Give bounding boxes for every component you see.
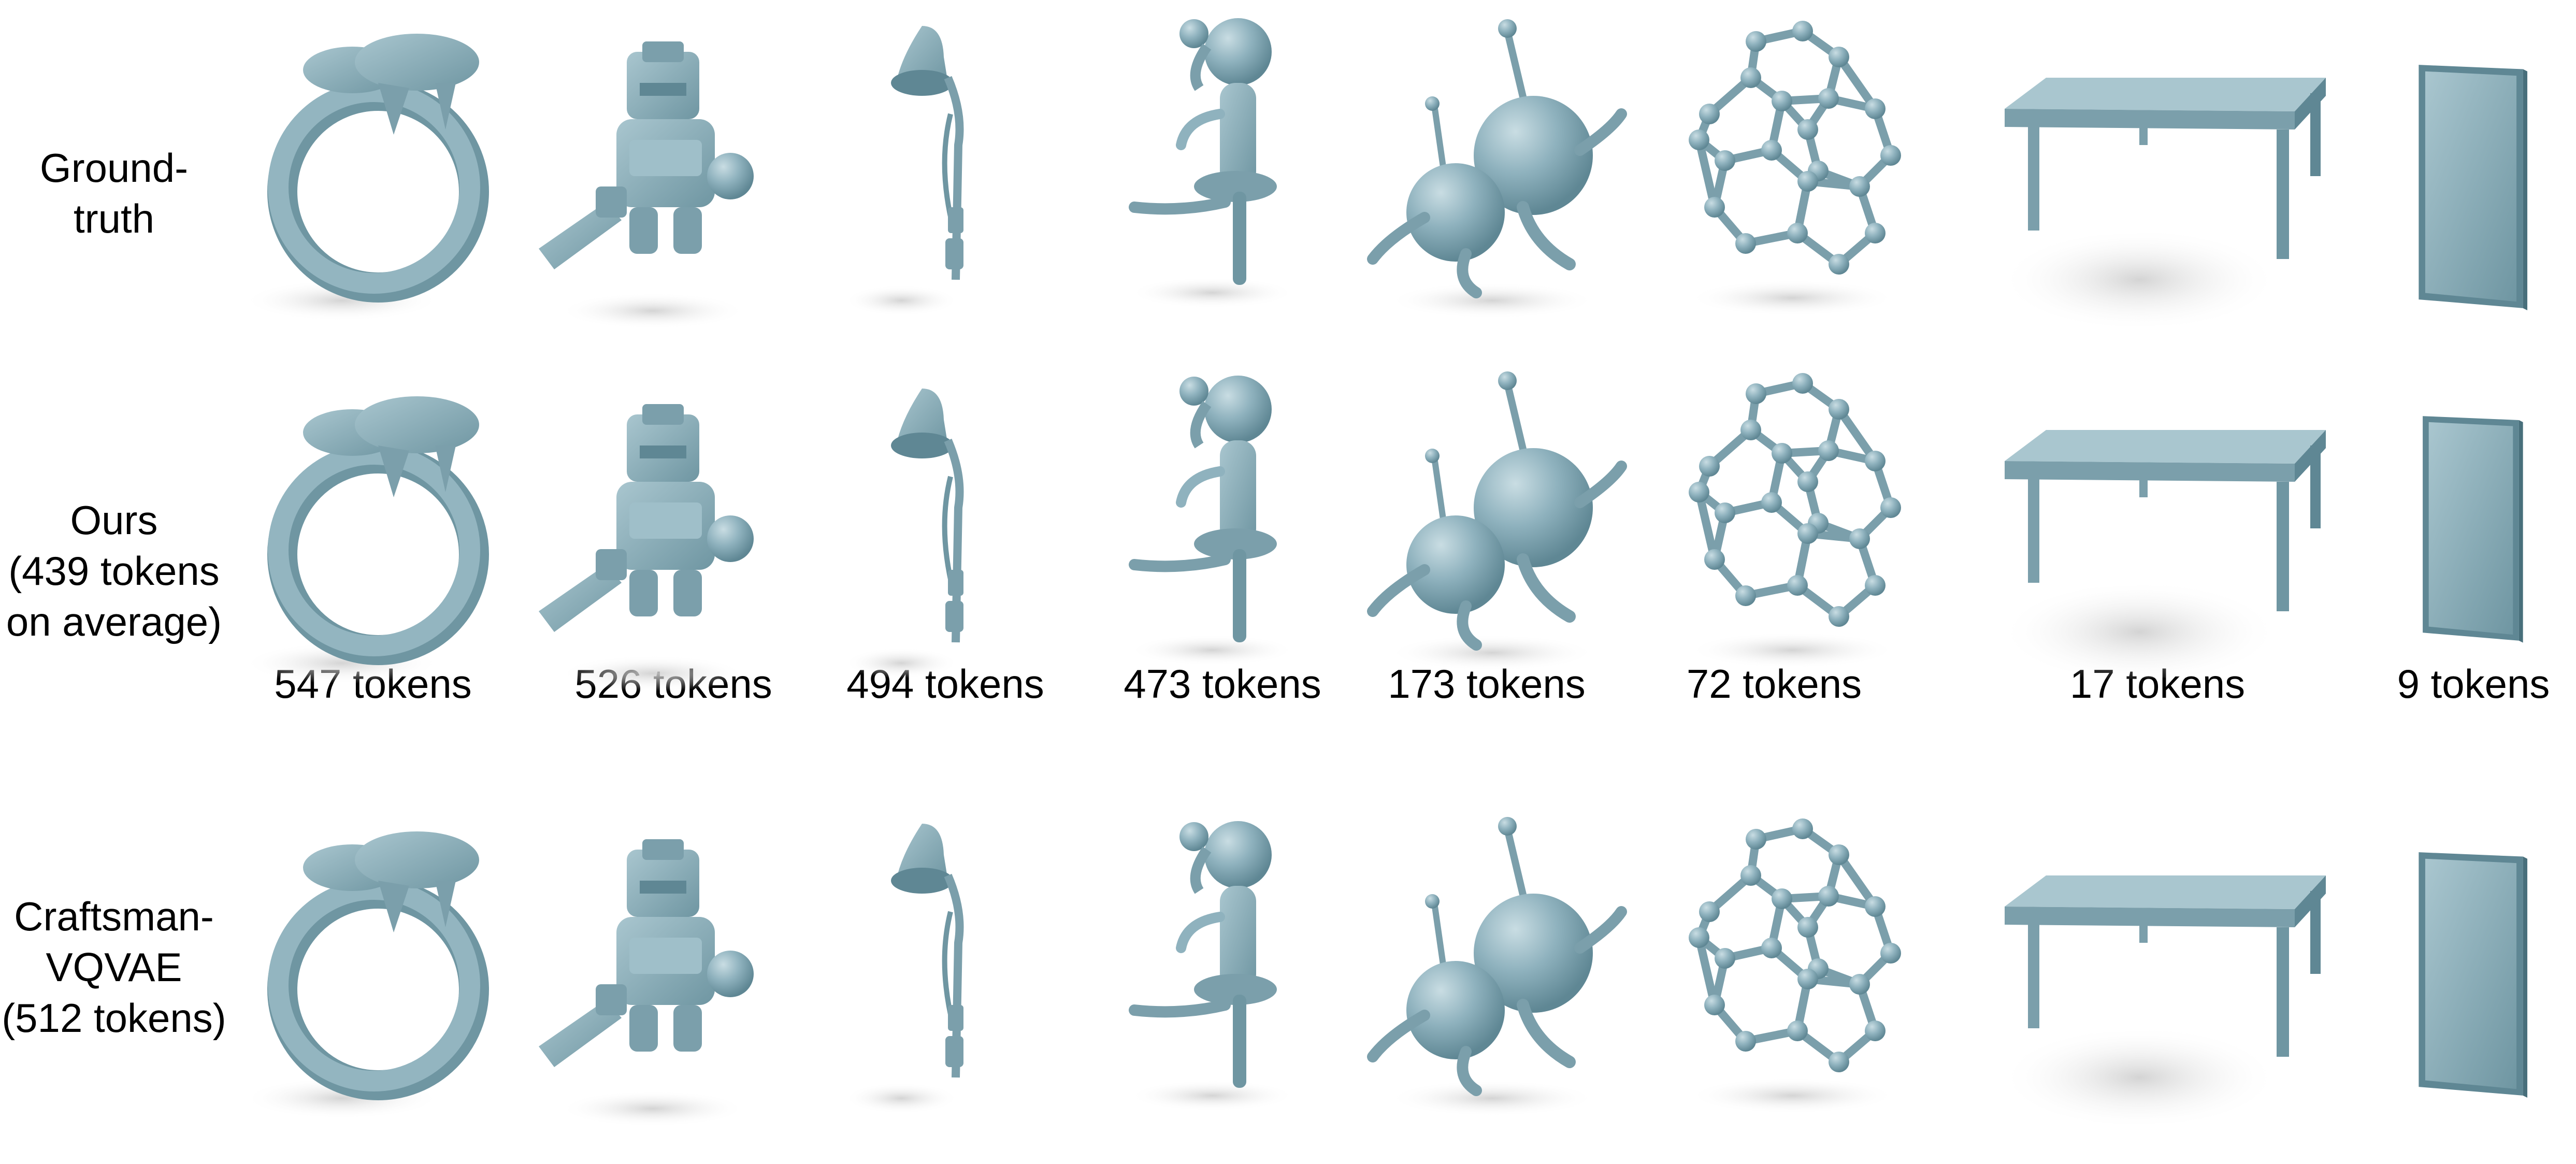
- row-label-line: VQVAE: [46, 944, 182, 990]
- row-label-line: Ground-: [39, 145, 189, 191]
- token-count-label: 9 tokens: [2397, 661, 2550, 707]
- girl-mesh-ground-truth: [1077, 5, 1368, 326]
- row-label-line: truth: [73, 196, 155, 241]
- row-label-line: (512 tokens): [2, 995, 226, 1041]
- aliens-mesh-craftsman: [1352, 808, 1642, 1129]
- table-mesh-ours: [1989, 383, 2341, 705]
- door-mesh-craftsman: [2367, 839, 2574, 1109]
- door-mesh-ground-truth: [2367, 52, 2574, 321]
- row-label-line: (439 tokens: [8, 548, 220, 594]
- table-mesh-ground-truth: [1989, 31, 2341, 352]
- aliens-mesh-ground-truth: [1352, 10, 1642, 332]
- ring-mesh-craftsman: [238, 808, 528, 1129]
- aliens-mesh-ours: [1352, 363, 1642, 684]
- door-mesh-ours: [2367, 404, 2574, 653]
- girl-mesh-craftsman: [1077, 808, 1368, 1129]
- token-count-label: 72 tokens: [1686, 661, 1862, 707]
- lamp-mesh-ours: [808, 373, 1098, 694]
- girl-mesh-ours: [1077, 363, 1368, 684]
- lamp-mesh-craftsman: [808, 808, 1098, 1129]
- row-label-ground-truth: Ground- truth: [0, 142, 228, 244]
- row-label-ours: Ours (439 tokens on average): [0, 495, 228, 647]
- table-mesh-craftsman: [1989, 829, 2341, 1150]
- row-label-line: Craftsman-: [14, 894, 214, 939]
- lamp-mesh-ground-truth: [808, 10, 1098, 332]
- row-label-line: on average): [6, 599, 222, 644]
- ring-mesh-ground-truth: [238, 10, 528, 332]
- cage-mesh-ground-truth: [1652, 10, 1942, 332]
- row-label-line: Ours: [70, 497, 158, 543]
- token-count-label: 473 tokens: [1124, 661, 1321, 707]
- robot-mesh-craftsman: [518, 818, 808, 1140]
- cage-mesh-ours: [1652, 363, 1942, 684]
- ring-mesh-ours: [238, 373, 528, 694]
- robot-mesh-ground-truth: [518, 21, 808, 342]
- robot-mesh-ours: [518, 383, 808, 705]
- row-label-craftsman: Craftsman- VQVAE (512 tokens): [0, 891, 228, 1043]
- cage-mesh-craftsman: [1652, 808, 1942, 1129]
